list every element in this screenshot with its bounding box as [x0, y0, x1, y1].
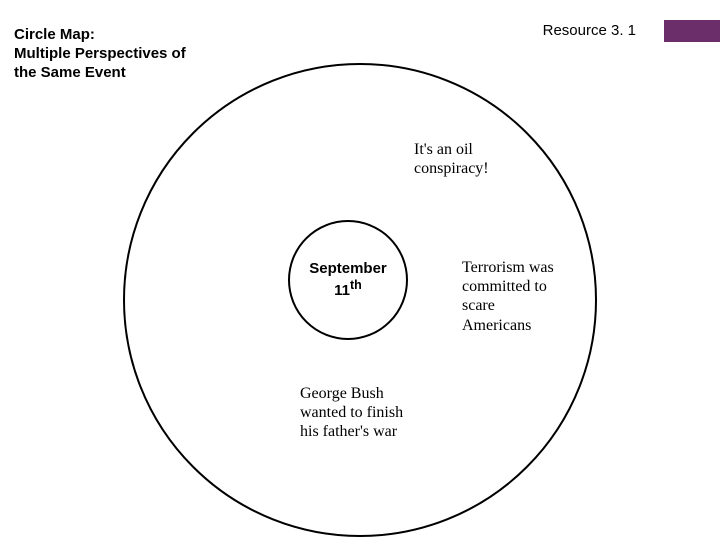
- center-topic: September 11th: [309, 260, 387, 300]
- page-title-block: Circle Map: Multiple Perspectives of the…: [14, 26, 214, 82]
- center-line-1: September: [309, 260, 387, 277]
- center-suffix: th: [350, 278, 362, 292]
- title-line-1: Circle Map:: [14, 26, 214, 45]
- resource-color-box: [664, 20, 720, 42]
- inner-circle: September 11th: [288, 220, 408, 340]
- perspective-terrorism: Terrorism was committed to scare America…: [462, 258, 557, 335]
- title-line-2: Multiple Perspectives of: [14, 45, 214, 64]
- resource-label: Resource 3. 1: [543, 22, 636, 39]
- center-line-2: 11: [334, 282, 350, 299]
- perspective-oil: It's an oil conspiracy!: [414, 140, 534, 178]
- title-line-3: the Same Event: [14, 64, 214, 83]
- perspective-bush: George Bush wanted to finish his father'…: [300, 384, 410, 442]
